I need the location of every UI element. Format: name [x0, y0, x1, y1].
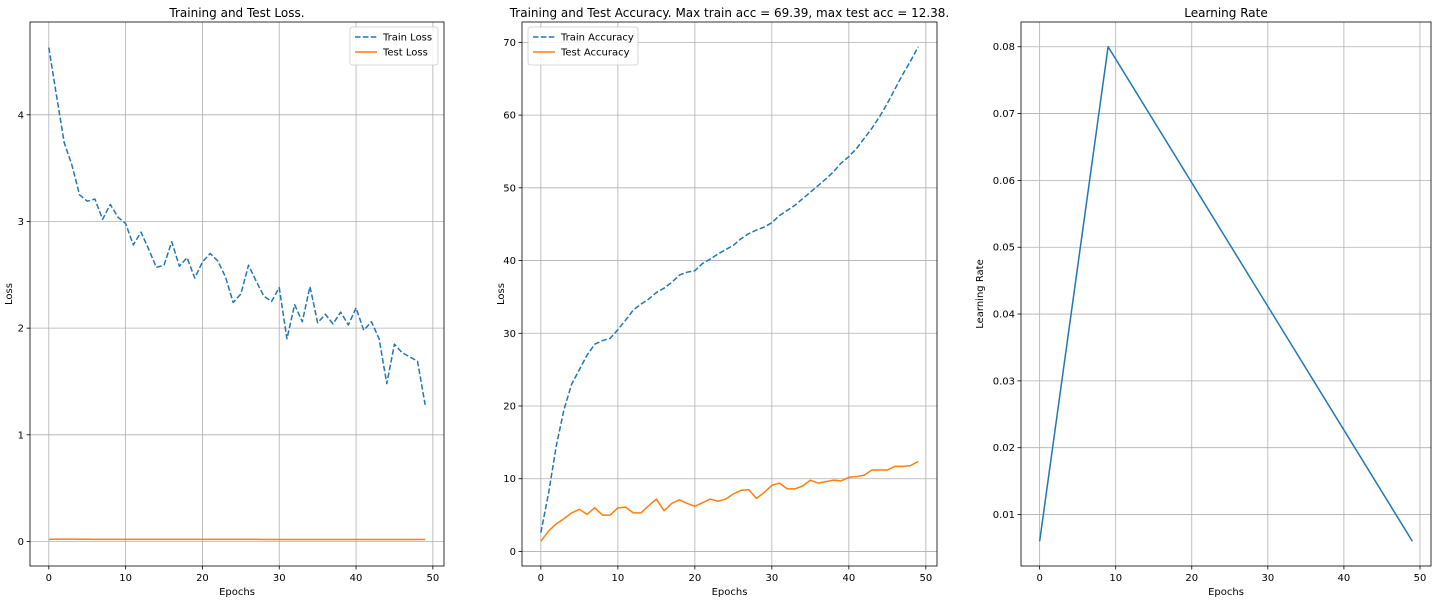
series-line-1 [1038, 45, 1413, 542]
y-tick-label: 4 [18, 110, 24, 121]
y-tick-label: 0.04 [993, 310, 1015, 321]
x-tick-label: 0 [46, 573, 52, 584]
legend: Train Accuracy Test Accuracy [527, 26, 639, 66]
y-axis-label: Loss [4, 283, 15, 305]
y-tick-label: 30 [503, 329, 516, 340]
y-tick-label: 0.01 [993, 510, 1015, 521]
x-tick-label: 0 [538, 573, 544, 584]
chart-title: Training and Test Loss. [168, 6, 304, 20]
legend-label: Test Accuracy [560, 48, 630, 59]
y-tick-label: 0 [18, 537, 24, 548]
x-tick-label: 10 [1109, 573, 1122, 584]
chart-title: Training and Test Accuracy. Max train ac… [509, 6, 950, 20]
axes-frame [521, 21, 938, 567]
x-tick-label: 50 [426, 573, 439, 584]
x-tick-label: 10 [119, 573, 132, 584]
series-line-test-accuracy [540, 460, 919, 542]
y-tick-label: 10 [503, 474, 516, 485]
y-tick-label: 1 [18, 430, 24, 441]
y-tick-label: 3 [18, 217, 24, 228]
x-tick-label: 30 [273, 573, 286, 584]
y-tick-label: 50 [503, 183, 516, 194]
chart-panel-3: 0 10 20 30 40 50 0.01 0.02 0.03 0.04 0.05 0.06 0.07 0… [975, 6, 1432, 598]
y-tick-label: 0.07 [993, 109, 1015, 120]
chart-panel-1: 0 10 20 30 40 50 0 1 2 3 4 Training and Test Loss. E… [4, 6, 445, 598]
x-tick-label: 40 [1338, 573, 1351, 584]
x-tick-label: 20 [688, 573, 701, 584]
y-axis-label: Learning Rate [975, 259, 986, 329]
x-tick-label: 50 [919, 573, 932, 584]
y-tick-label: 0.03 [993, 376, 1015, 387]
y-tick-label: 0.05 [993, 243, 1015, 254]
legend: Train Loss Test Loss [349, 26, 439, 66]
legend-label: Train Loss [382, 33, 432, 44]
x-tick-label: 10 [611, 573, 624, 584]
series-line-train-loss [48, 47, 426, 406]
x-axis-label: Epochs [219, 587, 255, 598]
x-tick-label: 40 [350, 573, 363, 584]
legend-box [527, 26, 639, 66]
chart-panel-2: 0 10 20 30 40 50 0 10 20 30 40 50 60 70 Training and T… [496, 6, 949, 598]
y-tick-label: 0 [510, 547, 516, 558]
x-tick-label: 30 [765, 573, 778, 584]
axes-frame [29, 21, 445, 567]
legend-label: Train Accuracy [560, 33, 634, 44]
y-tick-label: 20 [503, 402, 516, 413]
y-tick-label: 60 [503, 111, 516, 122]
chart-title: Learning Rate [1184, 6, 1267, 20]
y-axis-label: Loss [496, 283, 507, 305]
x-tick-label: 20 [196, 573, 209, 584]
y-tick-label: 70 [503, 38, 516, 49]
axes-frame [1020, 21, 1432, 567]
x-tick-label: 20 [1185, 573, 1198, 584]
series-line-train-accuracy [540, 46, 919, 533]
y-tick-label: 2 [18, 324, 24, 335]
y-tick-label: 0.06 [993, 176, 1015, 187]
y-tick-label: 0.02 [993, 443, 1015, 454]
x-tick-label: 30 [1261, 573, 1274, 584]
legend-label: Test Loss [382, 48, 428, 59]
x-tick-label: 40 [842, 573, 855, 584]
x-tick-label: 50 [1414, 573, 1427, 584]
y-tick-label: 40 [503, 256, 516, 267]
y-tick-label: 0.08 [993, 42, 1015, 53]
x-tick-label: 0 [1036, 573, 1042, 584]
x-axis-label: Epochs [1208, 587, 1244, 598]
x-axis-label: Epochs [712, 587, 748, 598]
